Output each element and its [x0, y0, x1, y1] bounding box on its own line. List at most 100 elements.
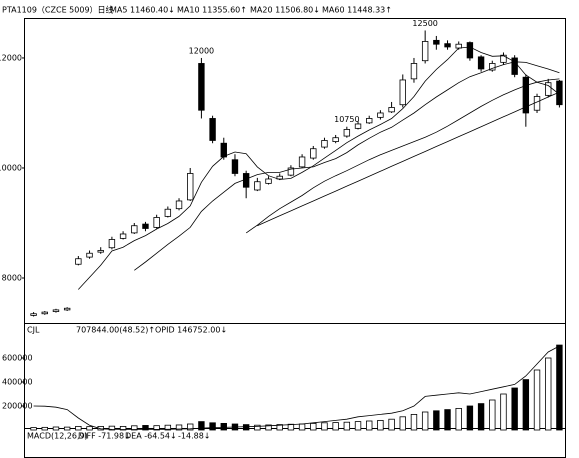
- candle-body: [298, 156, 306, 168]
- candle-body: [131, 225, 138, 234]
- candle-body: [545, 82, 552, 96]
- candle-body: [343, 129, 351, 137]
- candle-body: [30, 313, 37, 316]
- candle-body: [142, 223, 149, 229]
- volume-bar: [455, 407, 462, 431]
- volume-bar: [30, 427, 37, 431]
- y-tick-label: 600000: [2, 354, 33, 363]
- candle-body: [97, 250, 104, 253]
- candle-body: [444, 43, 451, 48]
- volume-bar: [298, 423, 306, 431]
- volume-bar: [522, 379, 530, 431]
- volume-bar: [63, 426, 71, 431]
- volume-bar: [209, 422, 216, 431]
- candle-body: [86, 252, 93, 258]
- candle-body: [332, 137, 339, 142]
- candle-body: [511, 57, 518, 75]
- volume-bar: [444, 409, 451, 431]
- candle-body: [477, 56, 485, 70]
- volume-bar: [142, 425, 149, 431]
- candle-body: [198, 63, 205, 111]
- volume-bar: [187, 423, 194, 431]
- volume-bar: [41, 426, 48, 431]
- volume-bar: [399, 416, 406, 431]
- candle-body: [388, 107, 395, 113]
- chart-title: PTA1109（CZCE 5009）日线: [2, 5, 114, 15]
- candle-body: [63, 307, 71, 311]
- ma-label: MA5 11460.40↓: [110, 6, 175, 15]
- volume-label: 707844.00(48.52)↑: [76, 326, 155, 335]
- candle-body: [164, 208, 172, 217]
- ma-label: MA10 11355.60↑: [177, 6, 247, 15]
- volume-bar: [466, 405, 474, 431]
- volume-bar: [153, 425, 160, 431]
- y-tick-label: 200000: [2, 402, 33, 411]
- opid-line: [33, 345, 560, 430]
- volume-bar: [421, 411, 429, 431]
- y-tick-label: 10000: [0, 163, 22, 172]
- candle-body: [310, 148, 317, 159]
- volume-bar: [321, 422, 328, 431]
- volume-bar: [276, 424, 283, 431]
- annotation: 12000: [189, 46, 214, 55]
- volume-bar: [533, 369, 541, 431]
- volume-bar: [332, 422, 339, 431]
- candle-body: [522, 76, 530, 114]
- volume-bar: [242, 424, 250, 431]
- candle-body: [466, 42, 474, 59]
- ma-line: [245, 78, 560, 234]
- volume-bar: [119, 425, 127, 431]
- candle-body: [52, 309, 60, 312]
- candle-body: [220, 142, 227, 158]
- volume-bar: [377, 419, 384, 431]
- volume-bar: [511, 387, 518, 431]
- ma-line: [78, 46, 560, 290]
- y-tick-label: 12000: [0, 53, 22, 62]
- volume-bar: [75, 425, 82, 431]
- candle-body: [377, 112, 384, 118]
- volume-bar: [254, 424, 261, 431]
- volume-bar: [477, 403, 485, 431]
- candle-body: [354, 123, 362, 129]
- candle-body: [399, 79, 406, 106]
- volume-label: CJL: [27, 326, 40, 335]
- candle-body: [119, 233, 127, 239]
- volume-bar: [265, 424, 272, 431]
- volume-bar: [220, 422, 227, 431]
- volume-label: OPID 146752.00↓: [155, 326, 227, 335]
- candle-body: [276, 175, 283, 180]
- volume-bar: [545, 357, 552, 431]
- volume-bar: [164, 424, 172, 431]
- candle-body: [75, 258, 82, 265]
- volume-bar: [489, 399, 496, 431]
- candle-body: [41, 311, 48, 315]
- macd-label: MACD(12,26,9): [27, 432, 88, 441]
- macd-label: DIFF -71.98↓: [78, 432, 131, 441]
- volume-bar: [410, 413, 418, 431]
- volume-bar: [366, 420, 373, 431]
- annotation: 12500: [412, 19, 437, 28]
- candle-body: [410, 63, 418, 80]
- candle-body: [108, 239, 116, 249]
- annotation: 10750: [334, 115, 359, 124]
- candle-body: [421, 41, 429, 62]
- volume-bar: [52, 426, 60, 431]
- ma-label: MA20 11506.80↓: [250, 6, 320, 15]
- macd-label: DEA -64.54↓: [125, 432, 177, 441]
- y-tick-label: 8000: [2, 273, 22, 282]
- candle-body: [287, 167, 295, 176]
- ma-label: MA60 11448.33↑: [322, 6, 392, 15]
- candle-body: [455, 43, 462, 49]
- volume-bar: [131, 425, 138, 431]
- volume-bar: [86, 426, 93, 431]
- candle-body: [500, 54, 507, 63]
- candle-body: [533, 96, 541, 111]
- candle-body: [265, 178, 272, 184]
- volume-bar: [175, 424, 183, 431]
- candle-body: [489, 63, 496, 71]
- ma-line: [134, 61, 560, 271]
- volume-bar: [310, 422, 317, 431]
- candle-body: [242, 173, 250, 188]
